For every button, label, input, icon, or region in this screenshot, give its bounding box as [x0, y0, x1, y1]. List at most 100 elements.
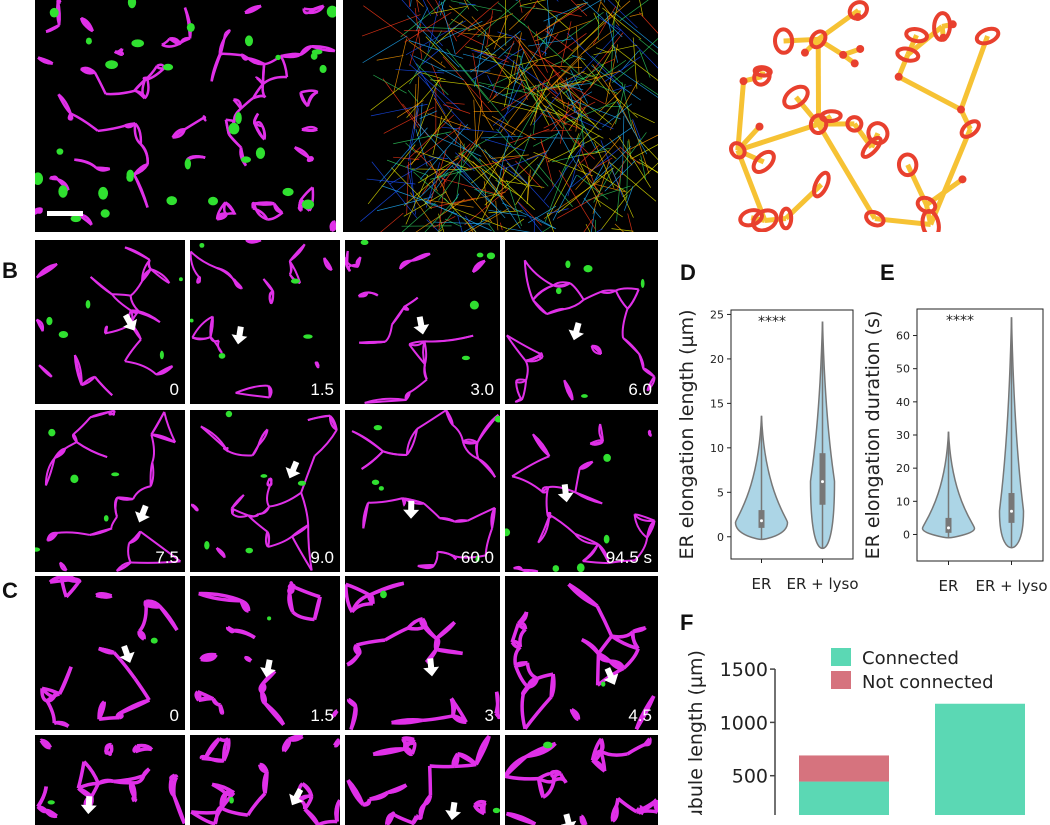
lysosome [166, 196, 177, 205]
lysosome [104, 515, 109, 521]
er-tubule [38, 787, 46, 807]
er-tubule [601, 751, 628, 755]
er-tubule [525, 260, 553, 285]
microtubule [390, 157, 436, 184]
microtubule [639, 139, 658, 190]
er-tubule [236, 393, 270, 398]
er-tubule [141, 144, 148, 164]
er-tubule [226, 120, 229, 134]
er-tubule [292, 586, 320, 597]
er-tubule [96, 595, 111, 597]
microtubule [535, 217, 556, 229]
microtubule [443, 105, 470, 114]
timelapse-frame: 9.0 [190, 410, 340, 572]
er-tubule [82, 377, 95, 385]
x-tick-label: ER [752, 575, 772, 593]
er-tubule [478, 459, 495, 477]
x-tick-label: ER + lyso [975, 577, 1047, 595]
er-tubule [507, 335, 541, 354]
lysosome [101, 209, 110, 217]
microtubule [377, 55, 404, 60]
er-tubule [539, 779, 555, 782]
microtubule [555, 219, 593, 232]
er-tubule [269, 493, 301, 507]
y-tick-label: 50 [896, 363, 910, 376]
lysosome [282, 188, 293, 196]
er-tubule [216, 268, 232, 278]
microtubule [384, 107, 434, 133]
er-tubule [98, 781, 114, 783]
er-tubule [221, 808, 247, 815]
lysosome [163, 64, 173, 71]
lysosome [151, 638, 158, 644]
time-label: 94.5 s [606, 548, 652, 568]
lysosome [260, 474, 267, 478]
er-tubule [128, 543, 131, 562]
er-tubule [417, 410, 446, 429]
time-label: 7.5 [155, 548, 179, 568]
edge [961, 36, 988, 110]
er-tubule [255, 204, 275, 205]
microtubule [641, 14, 658, 55]
er-tubule [47, 701, 54, 723]
er-tubule [248, 793, 265, 815]
er-tubule [348, 780, 363, 804]
microtubule [508, 229, 566, 232]
lysosome [105, 60, 118, 69]
er-tubule [403, 739, 405, 749]
er-tubule [301, 456, 315, 493]
box [820, 453, 826, 505]
microtubule [605, 57, 641, 82]
node [750, 148, 778, 175]
lysosome [256, 147, 265, 159]
timelapse-frame: 7.5 [35, 410, 185, 572]
er-tubule [308, 416, 330, 420]
lysosome [601, 681, 605, 686]
lysosome [229, 123, 240, 135]
er-tubule [584, 292, 601, 300]
microtubule [371, 104, 428, 116]
lysosome [219, 353, 226, 359]
microtubule [420, 111, 437, 119]
er-tubule [547, 487, 549, 513]
time-label: 1.5 [310, 380, 334, 400]
er-tubule [78, 762, 84, 789]
er-tubule [84, 762, 98, 784]
timelapse-frame: 0 [35, 240, 185, 404]
microtubule [620, 0, 658, 21]
microtubule [414, 56, 464, 80]
microtubule [516, 55, 558, 66]
er-tubule [453, 425, 463, 441]
microtubule [406, 21, 466, 55]
er-tubule [293, 612, 315, 620]
timelapse-frame [190, 735, 340, 825]
lysosome [379, 486, 384, 491]
er-tubule [281, 56, 287, 77]
microtubule [394, 39, 407, 93]
microtubule [530, 227, 551, 232]
arrow-icon [444, 801, 462, 821]
er-tubule [77, 442, 108, 457]
timelapse-frame [35, 735, 185, 825]
er-tubule [484, 803, 486, 814]
plot-frame [731, 310, 853, 559]
lysosome [565, 261, 570, 268]
lysosome [477, 253, 484, 258]
microtubule [446, 103, 464, 104]
er-tubule [436, 622, 454, 638]
er-tubule [204, 118, 206, 121]
time-label: 4.5 [628, 706, 652, 726]
er-tubule [241, 98, 253, 108]
er-tubule [305, 809, 318, 825]
microtubule [479, 159, 535, 210]
y-tick-label: 0 [717, 531, 724, 544]
y-tick-label: 30 [896, 429, 910, 442]
er-tubule [131, 296, 139, 312]
er-tubule [575, 469, 579, 493]
lysosome [128, 0, 136, 8]
y-tick-label: 60 [896, 330, 910, 343]
er-tubule [385, 628, 408, 640]
median-dot [947, 526, 950, 529]
er-tubule [533, 300, 547, 314]
lysosome [48, 800, 55, 804]
